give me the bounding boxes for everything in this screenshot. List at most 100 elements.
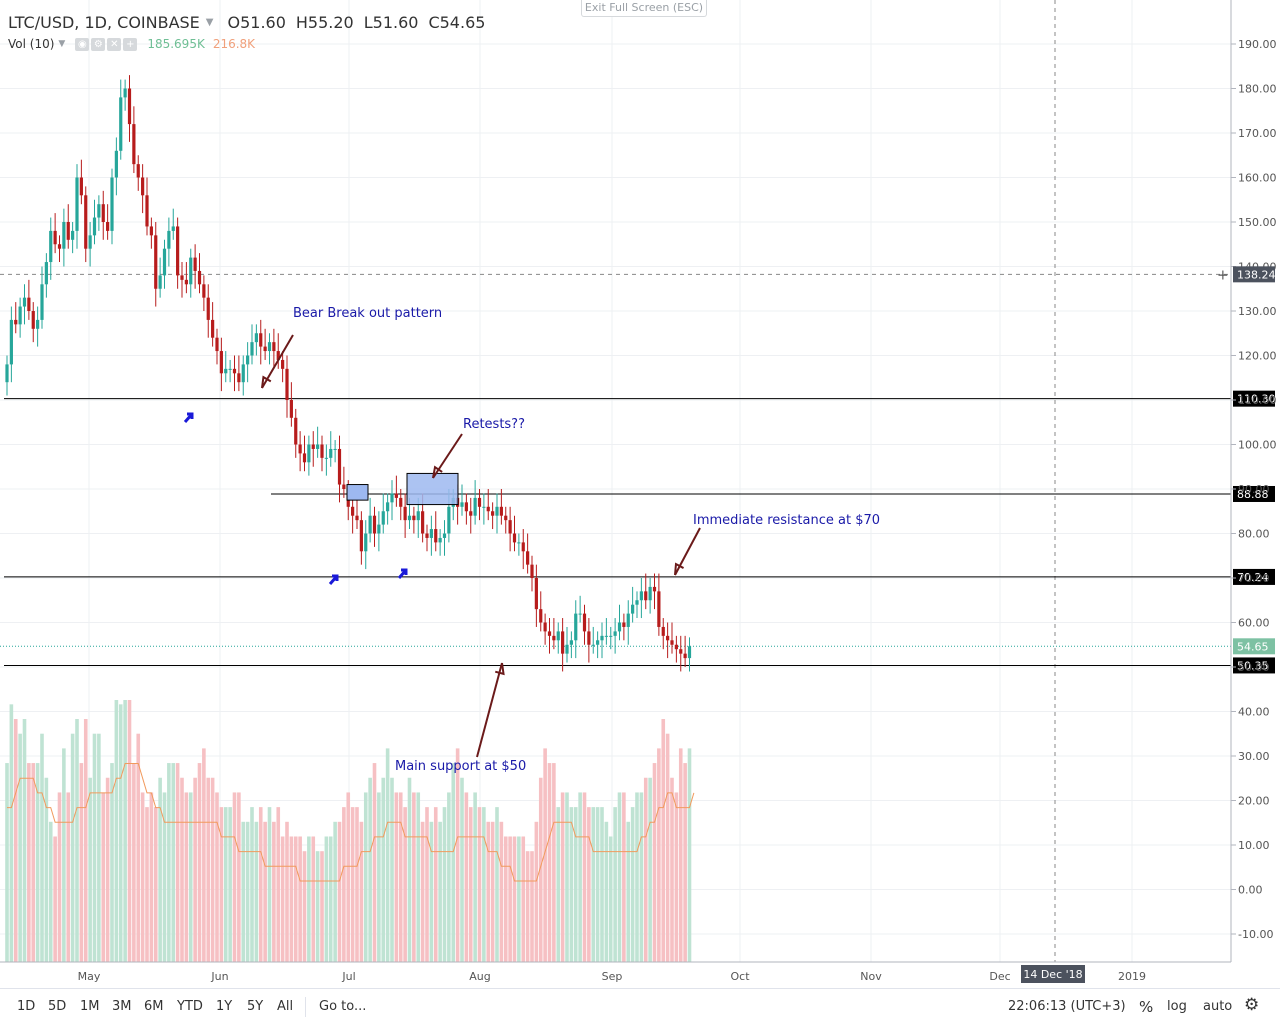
candle-body xyxy=(31,311,35,329)
y-tick-label: 120.00 xyxy=(1238,350,1277,363)
candle-body xyxy=(215,337,219,352)
volume-bar xyxy=(416,792,421,962)
x-tick-label: Dec xyxy=(989,970,1010,983)
volume-bar xyxy=(315,851,320,962)
exit-fullscreen-button[interactable]: Exit Full Screen (ESC) xyxy=(581,0,707,17)
percent-scale-button[interactable]: % xyxy=(1139,998,1154,1016)
candle-body xyxy=(399,497,403,507)
time-axis[interactable]: May Jun Jul Aug Sep Oct Nov Dec 2019 14 Dec '18 xyxy=(78,965,1146,983)
candle-body xyxy=(189,257,193,285)
candle-body xyxy=(193,257,197,271)
volume-value: 185.695K xyxy=(147,37,205,51)
volume-bar xyxy=(285,821,289,962)
timeframe-6m[interactable]: 6M xyxy=(144,999,164,1014)
timeframe-1y[interactable]: 1Y xyxy=(216,999,233,1014)
candle-body xyxy=(569,640,573,645)
candle-body xyxy=(596,640,600,645)
volume-ma-line xyxy=(7,763,695,882)
y-tick-label: 170.00 xyxy=(1238,127,1277,140)
candle-body xyxy=(289,400,293,418)
candle-body xyxy=(508,520,512,534)
volume-ma-series xyxy=(7,763,695,882)
candle-body xyxy=(574,613,578,641)
retest-box xyxy=(346,484,369,501)
support-resistance-lines: 110.30 88.88 70.24 50.35 54.65 xyxy=(0,390,1276,674)
timeframe-1d[interactable]: 1D xyxy=(17,999,36,1014)
y-tick-label: 100.00 xyxy=(1238,439,1277,452)
candle-body xyxy=(276,351,280,360)
chevron-down-icon[interactable]: ▼ xyxy=(58,39,66,49)
candle-body xyxy=(521,542,525,552)
retest-boxes xyxy=(346,472,459,506)
volume-bar xyxy=(324,836,329,962)
candle-body xyxy=(197,270,202,285)
timeframe-1m[interactable]: 1M xyxy=(80,999,100,1014)
goto-date-button[interactable]: Go to... xyxy=(319,999,367,1014)
volume-label[interactable]: Vol (10) xyxy=(8,37,55,51)
more-icon[interactable]: + xyxy=(123,37,138,51)
timeframe-all[interactable]: All xyxy=(277,999,294,1014)
close-icon[interactable]: ✕ xyxy=(107,37,122,51)
volume-bar xyxy=(630,807,635,962)
volume-bar xyxy=(298,836,302,962)
candle-body xyxy=(316,444,320,449)
last-price-label: 54.65 xyxy=(1237,640,1269,653)
candle-body xyxy=(119,97,123,151)
timeframe-5y[interactable]: 5Y xyxy=(247,999,264,1014)
volume-bar xyxy=(202,748,206,962)
clock-display[interactable]: 22:06:13 (UTC+3) xyxy=(1008,999,1126,1014)
candle-body xyxy=(337,448,342,485)
volume-bar xyxy=(70,733,75,962)
volume-bar xyxy=(639,792,644,962)
volume-bar xyxy=(578,792,582,962)
y-tick-label: 70.00 xyxy=(1238,572,1270,585)
candle-body xyxy=(556,631,560,641)
crosshair-date-tag xyxy=(1021,965,1085,983)
timeframe-3m[interactable]: 3M xyxy=(112,999,132,1014)
volume-bar xyxy=(280,836,285,962)
candle-body xyxy=(491,511,495,516)
volume-bar xyxy=(53,836,57,962)
candle-body xyxy=(617,622,622,632)
volume-bar xyxy=(44,777,49,962)
candle-body xyxy=(307,444,311,463)
timeframe-5d[interactable]: 5D xyxy=(48,999,67,1014)
settings-icon[interactable]: ⚙ xyxy=(91,37,106,51)
auto-scale-button[interactable]: auto xyxy=(1203,999,1233,1014)
candle-body xyxy=(499,506,503,516)
candle-body xyxy=(604,635,608,637)
volume-bar xyxy=(92,733,97,962)
candle-body xyxy=(250,342,254,356)
eye-icon[interactable]: ◉ xyxy=(75,37,90,51)
price-chart[interactable]: + 110.30 88.88 70.24 50.35 54.65 Bear Break … xyxy=(0,0,1280,988)
volume-bar xyxy=(455,748,460,962)
high-value: H55.20 xyxy=(295,13,354,32)
candle-body xyxy=(232,368,237,374)
volume-bar xyxy=(534,821,539,962)
volume-bar xyxy=(250,807,254,962)
symbol-title[interactable]: LTC/USD, 1D, COINBASE xyxy=(8,13,200,32)
gear-icon[interactable]: ⚙ xyxy=(1244,995,1260,1015)
log-scale-button[interactable]: log xyxy=(1167,999,1187,1014)
volume-bar xyxy=(657,748,661,962)
volume-bar xyxy=(473,792,477,962)
candle-body xyxy=(351,506,355,516)
volume-bar xyxy=(495,807,499,962)
candle-body xyxy=(534,578,538,610)
volume-bar xyxy=(9,704,14,962)
volume-bar xyxy=(272,821,276,962)
candle-body xyxy=(683,653,687,659)
x-tick-label: Nov xyxy=(860,970,882,983)
volume-bar xyxy=(302,851,307,962)
candle-body xyxy=(674,644,678,650)
price-axis[interactable]: 190.00180.00170.00160.00150.00140.00130.… xyxy=(0,0,1277,963)
candle-body xyxy=(626,613,630,627)
volume-bar xyxy=(552,763,556,962)
candle-body xyxy=(22,297,27,307)
candle-body xyxy=(66,222,70,240)
volume-bar xyxy=(442,807,447,962)
volume-bar xyxy=(184,792,189,962)
chevron-down-icon[interactable]: ▼ xyxy=(205,17,214,28)
y-tick-label: 60.00 xyxy=(1238,617,1270,630)
timeframe-ytd[interactable]: YTD xyxy=(177,999,203,1014)
